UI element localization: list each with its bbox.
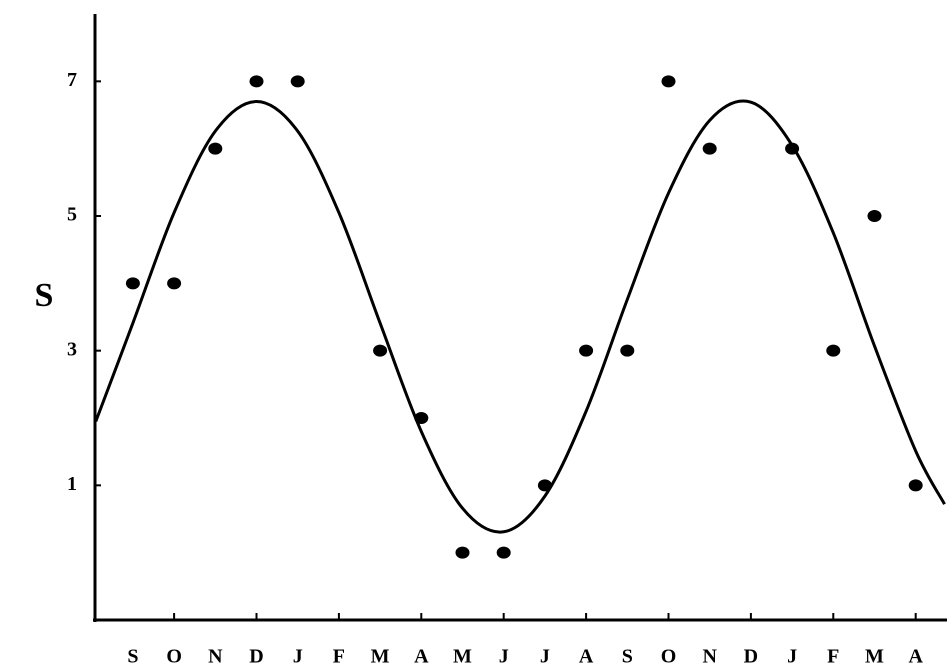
x-tick-label: J [293, 646, 303, 668]
x-tick-label: S [127, 646, 138, 668]
y-tick-label: 7 [67, 69, 77, 91]
x-tick-label: J [787, 646, 797, 668]
data-point [908, 479, 923, 492]
x-tick-label: D [249, 646, 263, 668]
x-tick-label: O [166, 646, 182, 668]
y-tick-label: 5 [67, 204, 77, 226]
data-point [208, 142, 223, 155]
x-tick-label: F [333, 646, 345, 668]
x-tick-label: D [744, 646, 758, 668]
data-point [867, 210, 882, 222]
data-point [661, 75, 676, 88]
y-tick-label: 3 [67, 338, 77, 360]
data-point [249, 75, 264, 88]
data-point [826, 344, 841, 357]
x-tick-label: N [702, 646, 717, 668]
x-tick-label: O [661, 646, 677, 668]
x-tick-label: M [865, 646, 884, 668]
x-tick-label: A [414, 646, 429, 668]
y-axis-label: S [35, 277, 54, 314]
data-point [620, 344, 635, 357]
y-tick-label: 1 [67, 473, 77, 495]
data-point [579, 344, 594, 357]
data-point [373, 344, 388, 357]
data-point [290, 75, 305, 88]
data-point [455, 546, 470, 559]
x-tick-label: A [579, 646, 594, 668]
data-point [702, 142, 717, 155]
x-tick-label: F [827, 646, 839, 668]
data-point [125, 277, 140, 290]
x-tick-label: A [908, 646, 923, 668]
fit-curve [94, 99, 946, 534]
data-point [496, 546, 511, 559]
x-tick-label: M [371, 646, 390, 668]
x-tick-label: J [499, 646, 509, 668]
x-tick-label: M [453, 646, 472, 668]
x-tick-label: J [540, 646, 550, 668]
x-tick-label: N [208, 646, 223, 668]
x-tick-label: S [622, 646, 633, 668]
data-point [167, 277, 182, 290]
